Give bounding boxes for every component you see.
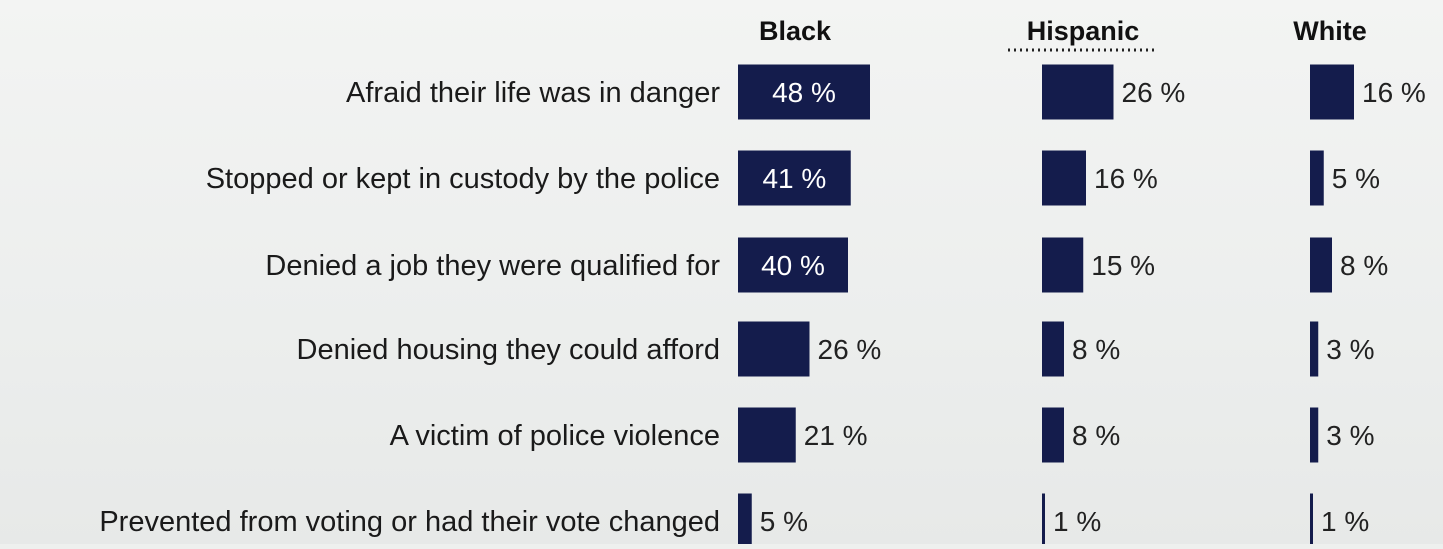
value-label-0-3: 26 % xyxy=(818,334,882,365)
value-label-1-3: 8 % xyxy=(1072,334,1120,365)
bar-1-4 xyxy=(1042,407,1064,463)
bar-2-4 xyxy=(1310,407,1319,463)
bar-2-3 xyxy=(1310,321,1319,377)
value-label-1-4: 8 % xyxy=(1072,420,1120,451)
bar-0-1 xyxy=(738,150,851,206)
bar-1-5 xyxy=(1042,493,1045,549)
value-label-0-1: 41 % xyxy=(762,163,826,194)
value-label-0-4: 21 % xyxy=(804,420,868,451)
bar-2-1 xyxy=(1310,150,1324,206)
bar-1-0 xyxy=(1042,64,1114,120)
value-label-1-0: 26 % xyxy=(1122,77,1186,108)
value-label-0-0: 48 % xyxy=(772,77,836,108)
bar-1-2 xyxy=(1042,237,1084,293)
bar-0-3 xyxy=(738,321,810,377)
value-label-2-4: 3 % xyxy=(1326,420,1374,451)
value-label-1-5: 1 % xyxy=(1053,506,1101,537)
category-label-1: Stopped or kept in custody by the police xyxy=(206,163,720,195)
value-label-1-2: 15 % xyxy=(1091,250,1155,281)
category-label-5: Prevented from voting or had their vote … xyxy=(99,506,720,538)
bar-1-3 xyxy=(1042,321,1064,377)
bar-0-0 xyxy=(738,64,870,120)
category-label-4: A victim of police violence xyxy=(390,420,720,452)
bar-2-0 xyxy=(1310,64,1354,120)
category-label-0: Afraid their life was in danger xyxy=(346,77,720,109)
value-label-2-3: 3 % xyxy=(1326,334,1374,365)
bar-0-4 xyxy=(738,407,796,463)
value-label-0-2: 40 % xyxy=(761,250,825,281)
series-header-2: White xyxy=(1293,16,1367,46)
category-label-3: Denied housing they could afford xyxy=(297,334,721,366)
bar-0-2 xyxy=(738,237,848,293)
value-label-2-1: 5 % xyxy=(1332,163,1380,194)
value-label-2-5: 1 % xyxy=(1321,506,1369,537)
bar-1-1 xyxy=(1042,150,1086,206)
value-label-2-0: 16 % xyxy=(1362,77,1426,108)
bar-2-5 xyxy=(1310,493,1313,549)
series-header-1: Hispanic xyxy=(1027,16,1140,46)
value-label-1-1: 16 % xyxy=(1094,163,1158,194)
value-label-2-2: 8 % xyxy=(1340,250,1388,281)
value-label-0-5: 5 % xyxy=(760,506,808,537)
category-label-2: Denied a job they were qualified for xyxy=(265,250,720,282)
series-header-0: Black xyxy=(759,16,832,46)
bar-2-2 xyxy=(1310,237,1332,293)
bar-0-5 xyxy=(738,493,752,549)
